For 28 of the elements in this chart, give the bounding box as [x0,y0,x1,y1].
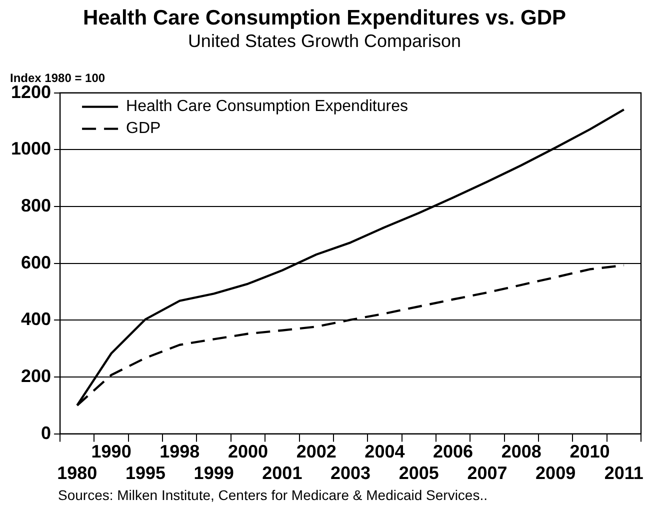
chart-subtitle: United States Growth Comparison [188,30,462,51]
x-tick-label: 1995 [125,463,166,484]
x-tick-label: 2003 [330,463,371,484]
x-tick-label: 1999 [194,463,234,484]
x-tick-label: 2009 [536,463,576,484]
x-tick-label: 2005 [398,463,439,484]
x-tick-label: 2001 [262,463,302,484]
x-tick-label: 2004 [364,442,405,462]
x-tick-label: 1998 [160,442,200,462]
y-tick-label: 200 [20,366,52,386]
x-tick-label: 2007 [467,463,508,484]
chart-title: Health Care Consumption Expenditures vs. GDP [82,6,566,30]
x-tick-label: 1980 [57,463,98,484]
x-tick-label: 2006 [433,442,474,462]
x-tick-label: 2002 [296,442,336,462]
source-note: Sources: Milken Institute, Centers for Medicare & Medicaid Services.. [58,486,488,503]
legend-label: Health Care Consumption Expenditures [126,98,408,116]
y-tick-label: 400 [20,309,52,330]
x-tick-label: 2000 [228,442,268,462]
y-tick-label: 0 [41,422,52,443]
y-tick-label: 600 [20,252,52,272]
x-tick-label: 2010 [570,442,610,462]
x-tick-label: 1990 [91,442,132,462]
y-tick-label: 800 [20,195,52,216]
legend-label: GDP [126,120,161,138]
x-tick-label: 2008 [501,442,542,462]
x-tick-label: 2011 [604,463,644,484]
y-tick-label: 1000 [10,138,52,159]
